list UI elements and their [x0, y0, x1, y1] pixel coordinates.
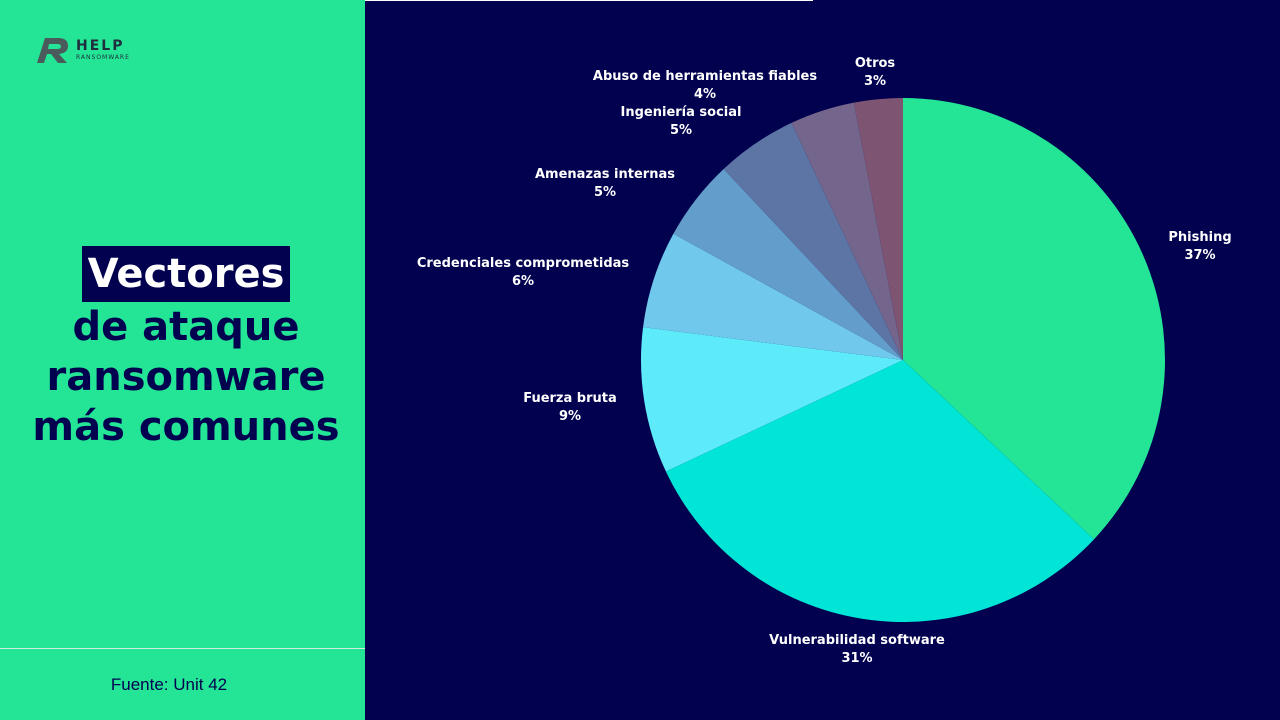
pie-slice-ingenieria-social [723, 122, 903, 361]
slice-value-fuerza-bruta: 9% [559, 409, 581, 424]
title-line-3: ransomware [46, 354, 326, 400]
left-panel: HELP RANSOMWARE Vectores de ataque ranso… [0, 0, 365, 720]
slice-label-phishing: Phishing [1168, 230, 1231, 245]
slice-value-phishing: 37% [1184, 248, 1215, 263]
slice-label-abuso-de-herramientas-fiables: Abuso de herramientas fiables [593, 69, 817, 84]
brand-tagline: RANSOMWARE [76, 54, 130, 61]
slice-value-ingenieria-social: 5% [670, 123, 692, 138]
slice-label-credenciales-comprometidas: Credenciales comprometidas [417, 256, 630, 271]
slice-label-ingenieria-social: Ingeniería social [621, 105, 742, 120]
title-line-4: más comunes [32, 404, 340, 450]
title-line-2: de ataque [72, 304, 300, 350]
pie-slice-otros [853, 98, 903, 360]
logo-r-icon [37, 38, 68, 63]
pie-slice-phishing [903, 98, 1165, 540]
pie-slice-fuerza-bruta [641, 327, 903, 472]
divider [0, 648, 365, 649]
top-divider [365, 0, 813, 1]
pie-slice-credenciales-comprometidas [643, 233, 903, 360]
pie-slice-vulnerabilidad-software [665, 360, 1094, 622]
slice-label-amenazas-internas: Amenazas internas [535, 167, 675, 182]
page-title: Vectores de ataque ransomware más comune… [0, 246, 372, 452]
slice-value-otros: 3% [864, 74, 886, 89]
pie-slice-amenazas-internas [673, 169, 903, 360]
slice-value-vulnerabilidad-software: 31% [841, 651, 872, 666]
pie-slice-abuso-de-herramientas-fiables [791, 102, 903, 360]
help-ransomware-logo: HELP RANSOMWARE [36, 36, 146, 66]
slice-label-fuerza-bruta: Fuerza bruta [523, 391, 617, 406]
source-note: Fuente: Unit 42 [110, 675, 228, 694]
slice-label-vulnerabilidad-software: Vulnerabilidad software [769, 633, 945, 648]
slice-value-amenazas-internas: 5% [594, 185, 616, 200]
brand-name: HELP [76, 38, 125, 54]
slice-value-credenciales-comprometidas: 6% [512, 274, 534, 289]
slice-label-otros: Otros [855, 56, 896, 71]
slice-value-abuso-de-herramientas-fiables: 4% [694, 87, 716, 102]
title-highlight: Vectores [81, 246, 291, 302]
